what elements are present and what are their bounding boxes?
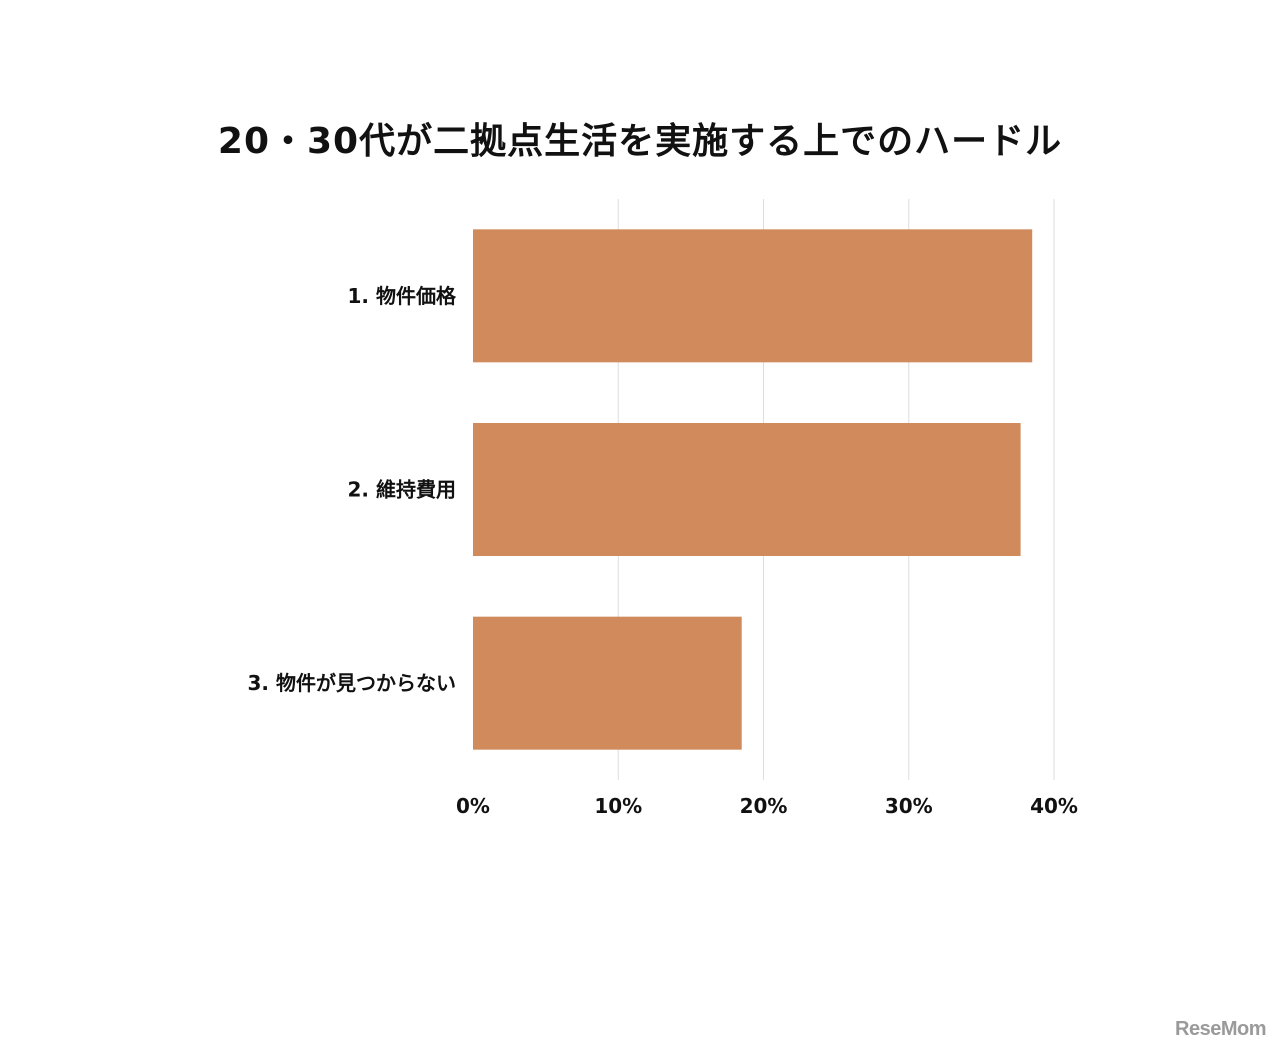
x-tick-label: 40% — [1030, 794, 1078, 818]
bars — [473, 229, 1033, 750]
category-labels: 1. 物件価格 2. 維持費用 3. 物件が見つからない — [248, 284, 457, 695]
resemom-logo: ReseMom — [1175, 1018, 1266, 1040]
bar — [473, 423, 1021, 556]
x-tick-label: 30% — [885, 794, 933, 818]
chart-title: 20・30代が二拠点生活を実施する上でのハードル — [217, 121, 1063, 162]
category-label: 1. 物件価格 — [348, 284, 457, 308]
x-tick-label: 20% — [740, 794, 788, 818]
bar — [473, 616, 742, 750]
bar — [473, 229, 1033, 363]
category-label: 3. 物件が見つからない — [248, 671, 456, 695]
x-axis-ticks: 0% 10% 20% 30% 40% — [456, 794, 1078, 818]
x-tick-label: 10% — [594, 794, 642, 818]
x-tick-label: 0% — [456, 794, 490, 818]
category-label: 2. 維持費用 — [348, 478, 456, 502]
